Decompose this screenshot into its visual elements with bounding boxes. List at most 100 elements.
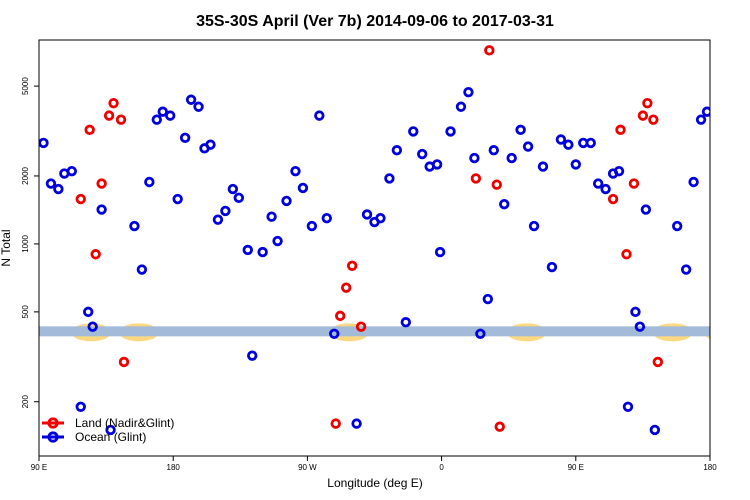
land-point — [115, 114, 127, 125]
x-tick-label: 90 E — [31, 463, 47, 472]
x-tick-label: 0 — [439, 463, 444, 472]
ocean-point — [400, 317, 412, 328]
ocean-point — [39, 137, 49, 149]
ocean-point — [329, 328, 340, 339]
land-point — [346, 260, 358, 271]
x-tick-label: 90 W — [298, 463, 317, 472]
plot-frame — [38, 39, 711, 457]
land-point — [628, 178, 640, 189]
land-point — [340, 282, 352, 293]
ocean-point — [144, 176, 155, 188]
ocean-point — [613, 165, 625, 177]
y-tick-label: 1000 — [21, 234, 30, 252]
ocean-point — [297, 182, 309, 194]
ocean-point — [66, 165, 78, 177]
ocean-point — [247, 350, 258, 361]
land-point — [84, 124, 95, 136]
ocean-point — [179, 132, 191, 144]
ocean-point — [455, 101, 467, 112]
ocean-point — [622, 401, 634, 412]
ocean-point — [266, 211, 277, 222]
land-point — [103, 110, 115, 121]
ocean-point — [151, 114, 162, 125]
legend-label-land: Land (Nadir&Glint) — [75, 416, 174, 430]
ocean-point — [87, 321, 98, 332]
ocean-point — [592, 178, 604, 189]
ocean-point — [469, 152, 480, 164]
land-point — [494, 421, 505, 432]
land-point — [621, 249, 632, 260]
ocean-point — [546, 261, 558, 273]
ocean-point — [434, 246, 446, 258]
ocean-point — [688, 176, 699, 188]
ocean-point — [384, 173, 395, 184]
ocean-point — [375, 212, 386, 224]
ocean-point — [555, 134, 567, 145]
plot-area — [38, 39, 711, 457]
ocean-point — [272, 235, 283, 247]
ocean-point — [695, 114, 707, 125]
ocean-point — [499, 198, 510, 210]
land-point — [90, 249, 101, 260]
ocean-point — [53, 183, 64, 195]
ocean-point — [83, 306, 94, 318]
ocean-point — [172, 193, 183, 205]
ocean-point — [227, 183, 239, 195]
y-tick-label: 200 — [21, 395, 30, 409]
land-point — [484, 45, 495, 56]
ocean-point — [321, 212, 332, 224]
ocean-point — [290, 165, 301, 177]
ocean-point — [640, 204, 652, 215]
ocean-point — [257, 246, 268, 258]
ocean-point — [528, 220, 540, 232]
legend-entry-land: Land (Nadir&Glint) — [42, 416, 174, 430]
ocean-point — [680, 264, 692, 275]
x-tick-label: 90 E — [568, 463, 584, 472]
ocean-point — [165, 110, 176, 121]
ocean-point — [220, 205, 231, 217]
ocean-point — [408, 126, 419, 137]
ocean-point — [314, 110, 325, 121]
land-point — [96, 178, 107, 189]
ocean-point — [391, 145, 403, 156]
ocean-point — [185, 94, 197, 105]
ocean-point — [361, 209, 373, 220]
y-axis-label: N Total — [0, 229, 13, 266]
chart-title: 35S-30S April (Ver 7b) 2014-09-06 to 201… — [196, 13, 554, 30]
land-point — [355, 321, 367, 332]
ocean-point — [242, 244, 253, 256]
ocean-point — [537, 161, 549, 172]
ocean-point — [585, 137, 596, 149]
ocean-point — [233, 192, 245, 204]
ocean-point — [45, 178, 57, 189]
land-point — [491, 179, 502, 190]
ocean-point — [671, 220, 683, 232]
ocean-point — [482, 293, 494, 305]
data-points — [39, 45, 710, 436]
ocean-point — [634, 321, 646, 332]
ocean-point — [193, 101, 204, 112]
ocean-point — [75, 401, 86, 412]
legend: Land (Nadir&Glint) Ocean (Glint) — [42, 416, 174, 444]
x-axis: 90 E 180 90 W 0 90 E 180 — [31, 456, 717, 472]
land-point — [118, 356, 130, 368]
ocean-point — [157, 106, 168, 117]
ocean-point — [506, 152, 517, 164]
ocean-point — [96, 204, 107, 215]
y-tick-label: 500 — [21, 305, 30, 319]
ocean-point — [600, 183, 611, 195]
ocean-point — [417, 148, 428, 160]
ocean-point — [649, 424, 661, 436]
ocean-point — [129, 220, 140, 232]
ocean-point — [445, 126, 456, 137]
ocean-point — [515, 124, 526, 136]
land-band — [39, 323, 710, 342]
ocean-point — [136, 264, 148, 275]
ocean-point — [701, 106, 710, 117]
land-point — [330, 418, 341, 429]
ocean-point — [630, 306, 641, 318]
ocean-point — [475, 328, 486, 339]
x-axis-label: Longitude (deg E) — [327, 476, 422, 490]
x-tick-label: 180 — [703, 463, 717, 472]
